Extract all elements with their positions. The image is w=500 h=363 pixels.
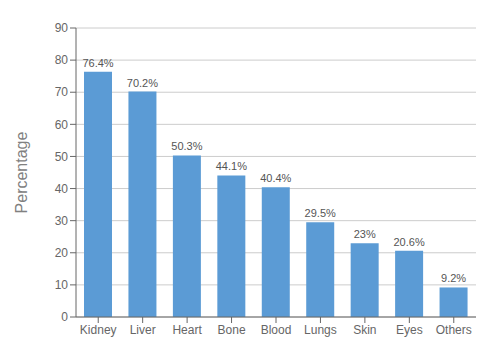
svg-text:Liver: Liver — [130, 323, 156, 337]
svg-text:80: 80 — [55, 53, 69, 67]
svg-text:Bone: Bone — [218, 323, 246, 337]
svg-text:10: 10 — [55, 278, 69, 292]
svg-text:Skin: Skin — [353, 323, 376, 337]
svg-text:20: 20 — [55, 246, 69, 260]
svg-text:40.4%: 40.4% — [260, 172, 291, 184]
svg-text:60: 60 — [55, 118, 69, 132]
svg-text:Kidney: Kidney — [80, 323, 117, 337]
svg-text:Blood: Blood — [261, 323, 292, 337]
svg-text:50.3%: 50.3% — [171, 140, 202, 152]
svg-text:Eyes: Eyes — [396, 323, 423, 337]
svg-text:90: 90 — [55, 21, 69, 35]
svg-text:44.1%: 44.1% — [216, 160, 247, 172]
svg-text:9.2%: 9.2% — [441, 272, 466, 284]
svg-text:29.5%: 29.5% — [305, 207, 336, 219]
svg-text:Lungs: Lungs — [304, 323, 337, 337]
svg-text:Heart: Heart — [172, 323, 202, 337]
svg-text:0: 0 — [61, 310, 68, 324]
svg-text:50: 50 — [55, 150, 69, 164]
svg-text:23%: 23% — [354, 228, 376, 240]
svg-text:76.4%: 76.4% — [82, 57, 113, 69]
svg-text:70: 70 — [55, 85, 69, 99]
svg-text:30: 30 — [55, 214, 69, 228]
svg-text:20.6%: 20.6% — [394, 236, 425, 248]
svg-text:70.2%: 70.2% — [127, 77, 158, 89]
svg-text:Others: Others — [436, 323, 472, 337]
svg-text:40: 40 — [55, 182, 69, 196]
svg-text:Percentage: Percentage — [13, 131, 30, 213]
